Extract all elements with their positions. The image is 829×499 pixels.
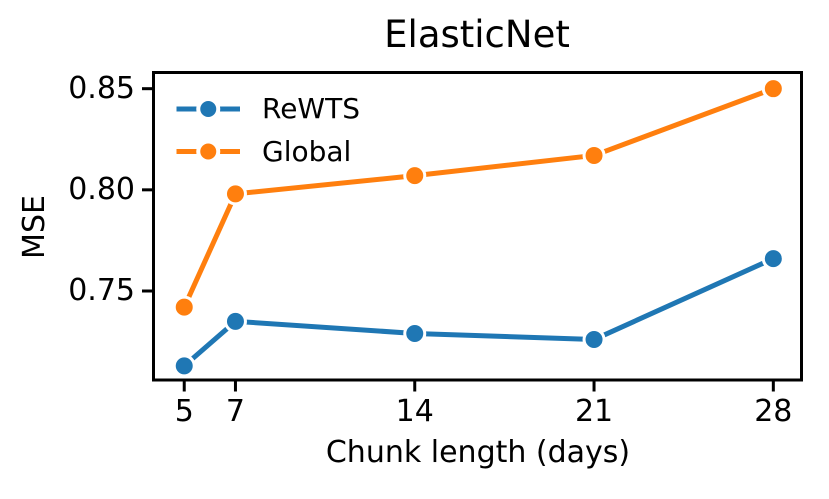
legend-entry-global: Global (262, 134, 352, 168)
y-tick-label-0.85: 0.85 (68, 70, 135, 106)
data-point-global-x28 (761, 77, 785, 101)
data-point-rewts-x14 (403, 321, 427, 345)
data-point-global-x5 (172, 295, 196, 319)
y-axis-label: MSE (17, 195, 52, 259)
data-point-global-x14 (403, 164, 427, 188)
x-tick-label-14: 14 (395, 394, 434, 429)
chart-title: ElasticNet (384, 13, 570, 56)
x-tick-label-28: 28 (754, 394, 793, 429)
data-point-global-x21 (582, 143, 606, 167)
data-point-rewts-x7 (223, 309, 247, 333)
data-point-global-x7 (223, 182, 247, 206)
data-point-rewts-x5 (172, 354, 196, 378)
data-point-rewts-x21 (582, 328, 606, 352)
y-tick-label-0.75: 0.75 (68, 272, 135, 308)
legend-entry-rewts: ReWTS (262, 92, 360, 125)
legend-marker-rewts (196, 97, 221, 121)
legend-marker-global (196, 139, 221, 164)
y-tick-label-0.80: 0.80 (68, 171, 135, 207)
x-axis-label: Chunk length (days) (325, 435, 631, 470)
series-line-rewts (181, 256, 776, 369)
x-tick-label-21: 21 (574, 394, 614, 429)
x-tick-label-7: 7 (225, 394, 245, 429)
data-point-rewts-x28 (761, 247, 785, 271)
plot-border (152, 71, 803, 382)
x-tick-label-5: 5 (174, 394, 194, 429)
